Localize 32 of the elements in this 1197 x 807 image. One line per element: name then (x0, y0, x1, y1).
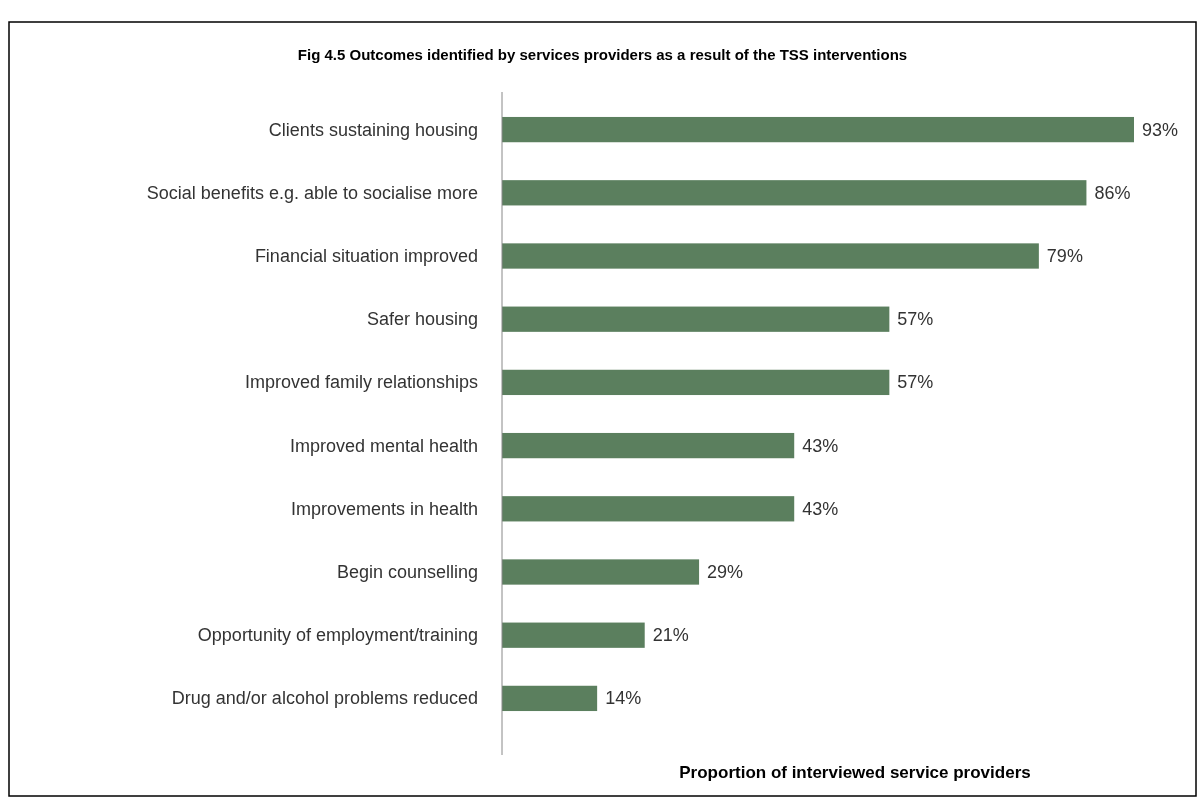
bar (502, 685, 598, 712)
bar (502, 116, 1134, 143)
y-tick-label: Opportunity of employment/training (197, 625, 478, 646)
data-label: 57% (897, 372, 934, 393)
bar (502, 243, 1039, 269)
data-label: 86% (1094, 182, 1131, 203)
data-label: 93% (1142, 119, 1179, 140)
y-tick-label: Begin counselling (336, 562, 478, 582)
y-tick-label: Financial situation improved (254, 246, 478, 266)
bar (502, 432, 795, 459)
bar (502, 180, 1087, 206)
y-tick-label: Clients sustaining housing (268, 119, 478, 140)
data-label: 43% (802, 435, 839, 456)
data-label: 29% (707, 562, 744, 582)
x-axis-title: Proportion of interviewed service providers (679, 763, 1031, 782)
bar (502, 306, 890, 332)
y-tick-label: Improved family relationships (244, 372, 478, 393)
bar (502, 559, 700, 585)
bar (502, 369, 890, 396)
data-label: 14% (605, 688, 642, 709)
y-tick-label: Social benefits e.g. able to socialise more (146, 182, 478, 203)
data-label: 21% (652, 625, 689, 646)
data-label: 79% (1046, 246, 1083, 266)
bar (502, 496, 795, 522)
y-tick-label: Safer housing (366, 309, 478, 330)
chart-title: Fig 4.5 Outcomes identified by services providers as a result of the TSS interventions (297, 46, 908, 63)
y-tick-label: Drug and/or alcohol problems reduced (171, 688, 478, 709)
y-tick-label: Improvements in health (290, 498, 478, 519)
y-tick-label: Improved mental health (289, 435, 478, 456)
data-label: 43% (802, 498, 839, 519)
data-label: 57% (897, 309, 934, 330)
bar (502, 622, 645, 648)
